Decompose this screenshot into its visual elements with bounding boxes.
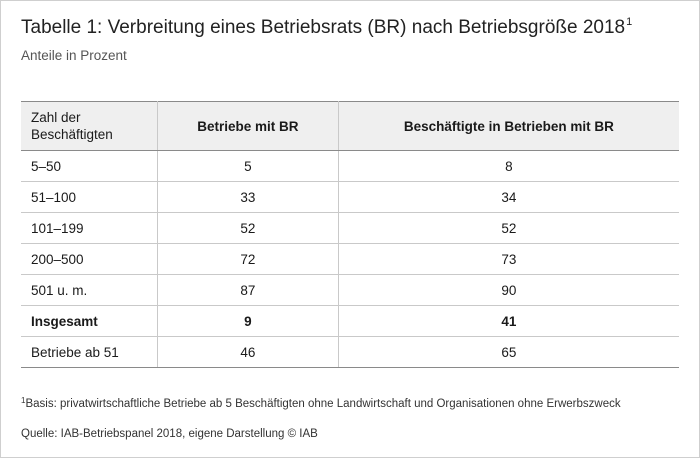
table-row: 5–50 5 8 [21,150,679,182]
column-header-size: Zahl der Beschäftigten [21,101,158,151]
footnote-text: Basis: privatwirtschaftliche Betriebe ab… [25,398,621,410]
row-label: Insgesamt [21,305,158,337]
column-header-betriebe: Betriebe mit BR [157,101,339,151]
table-title-text: Tabelle 1: Verbreitung eines Betriebsrat… [21,17,626,38]
source-note: Quelle: IAB-Betriebspanel 2018, eigene D… [21,428,318,440]
row-label: 200–500 [21,243,158,275]
table-subtitle: Anteile in Prozent [21,48,127,63]
data-table: Zahl der Beschäftigten Betriebe mit BR B… [21,101,679,368]
table-row: 51–100 33 34 [21,181,679,213]
column-header-beschaeftigte: Beschäftigte in Betrieben mit BR [338,101,679,151]
table-row: 501 u. m. 87 90 [21,274,679,306]
row-label: 51–100 [21,181,158,213]
row-label: 501 u. m. [21,274,158,306]
cell-beschaeftigte: 90 [338,274,679,306]
cell-beschaeftigte: 52 [338,212,679,244]
footnote-mark: 1 [21,396,26,405]
cell-beschaeftigte: 65 [338,336,679,368]
cell-beschaeftigte: 73 [338,243,679,275]
cell-beschaeftigte: 8 [338,150,679,182]
row-label: Betriebe ab 51 [21,336,158,368]
cell-betriebe: 87 [157,274,339,306]
table-row: 101–199 52 52 [21,212,679,244]
cell-betriebe: 52 [157,212,339,244]
table-title: Tabelle 1: Verbreitung eines Betriebsrat… [21,16,632,39]
footnote: 1Basis: privatwirtschaftliche Betriebe a… [21,396,621,410]
cell-betriebe: 72 [157,243,339,275]
cell-betriebe: 9 [157,305,339,337]
cell-betriebe: 5 [157,150,339,182]
table-row: Betriebe ab 51 46 65 [21,336,679,368]
row-label: 101–199 [21,212,158,244]
cell-betriebe: 33 [157,181,339,213]
header-row: Zahl der Beschäftigten Betriebe mit BR B… [21,101,679,151]
cell-betriebe: 46 [157,336,339,368]
table-row: 200–500 72 73 [21,243,679,275]
cell-beschaeftigte: 41 [338,305,679,337]
title-footnote-mark: 1 [626,16,633,28]
cell-beschaeftigte: 34 [338,181,679,213]
table-row-total: Insgesamt 9 41 [21,305,679,337]
row-label: 5–50 [21,150,158,182]
